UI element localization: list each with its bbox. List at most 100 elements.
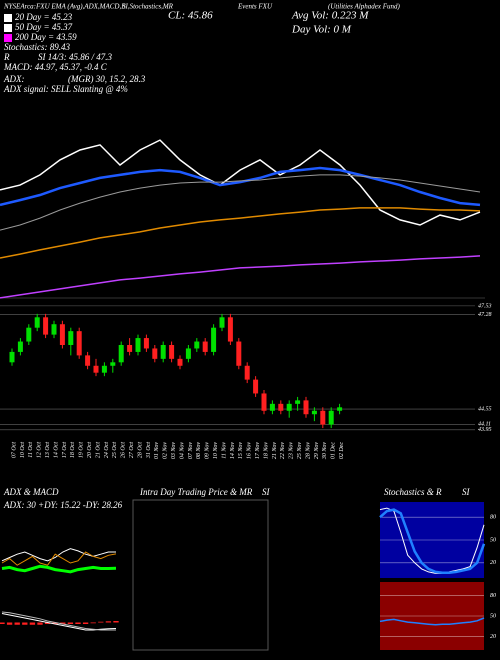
x-tick-label: 10 Oct xyxy=(20,442,26,458)
header-text: (MGR) 30, 15.2, 28.3 xyxy=(68,74,146,84)
x-tick-label: 09 Nov xyxy=(205,442,211,460)
x-tick-label: 10 Nov xyxy=(213,442,219,460)
candle-body xyxy=(118,345,124,363)
y-tick-label: 44.11 xyxy=(478,421,491,428)
histogram-bar xyxy=(0,622,5,624)
x-tick-label: 18 Nov xyxy=(263,442,269,460)
candle-body xyxy=(328,410,334,425)
intraday-panel xyxy=(132,499,269,651)
x-tick-label: 18 Oct xyxy=(70,442,76,458)
candle-body xyxy=(320,410,326,425)
candle-body xyxy=(135,338,141,352)
series-line xyxy=(379,507,485,574)
candle-body xyxy=(51,324,57,335)
x-tick-label: 15 Nov xyxy=(238,442,244,460)
series-line xyxy=(1,551,117,566)
histogram-bar xyxy=(29,622,36,625)
series-line xyxy=(1,564,117,574)
histogram-bar xyxy=(14,622,20,625)
candle-body xyxy=(311,410,317,415)
series-line xyxy=(0,174,481,231)
histogram-bar xyxy=(98,621,104,623)
header-text: SI,Stochastics,MR xyxy=(122,3,174,11)
candle-body xyxy=(177,358,183,366)
x-tick-label: 02 Dec xyxy=(339,442,345,459)
candle-body xyxy=(227,317,233,342)
header-text: Events FXU xyxy=(237,3,273,11)
candle-body xyxy=(110,362,116,366)
histogram-bar xyxy=(67,622,74,624)
header-text: R xyxy=(3,52,10,62)
candle-body xyxy=(152,348,158,359)
x-tick-label: 03 Nov xyxy=(171,442,177,460)
legend-swatch xyxy=(4,14,12,22)
x-tick-label: 14 Oct xyxy=(52,442,59,458)
histogram-bar xyxy=(60,622,66,624)
header-text: ADX signal: SELL Slanting @ 4% xyxy=(3,84,128,94)
candle-body xyxy=(236,341,242,366)
candle-body xyxy=(253,379,259,394)
candle-body xyxy=(26,327,32,342)
series-line xyxy=(0,255,481,299)
series-line xyxy=(0,166,481,207)
x-tick-label: 11 Oct xyxy=(28,442,34,458)
candle-body xyxy=(59,324,65,345)
candle-body xyxy=(269,403,275,411)
series-line xyxy=(1,548,116,562)
histogram-bar xyxy=(6,622,13,625)
x-tick-label: 31 Oct xyxy=(146,442,152,459)
legend-label: 20 Day = 45.23 xyxy=(15,12,73,22)
candle-body xyxy=(17,341,23,352)
x-tick-label: 24 Oct xyxy=(103,442,110,458)
x-tick-label: 21 Oct xyxy=(95,442,101,458)
candle-body xyxy=(143,338,149,349)
legend-swatch xyxy=(4,34,12,42)
header-text: Day Vol: 0 M xyxy=(291,24,352,36)
x-tick-label: 23 Nov xyxy=(289,442,295,460)
x-tick-label: 30 Nov xyxy=(322,442,328,461)
x-tick-label: 27 Oct xyxy=(129,442,135,458)
x-tick-label: 08 Nov xyxy=(196,442,202,460)
panel-title: ADX & MACD xyxy=(3,487,59,497)
histogram-bar xyxy=(22,622,28,625)
candle-body xyxy=(68,331,74,345)
legend-label: 200 Day = 43.59 xyxy=(15,32,77,42)
header-text: CL: 45.86 xyxy=(168,10,213,22)
candle-body xyxy=(261,393,267,411)
x-tick-label: 11 Nov xyxy=(221,442,227,459)
candle-body xyxy=(219,317,225,328)
y-tick-label: 50 xyxy=(490,613,496,619)
x-tick-label: 21 Nov xyxy=(272,442,278,460)
x-tick-label: 17 Oct xyxy=(62,442,68,458)
candle-body xyxy=(286,403,292,411)
panel-subtitle: SI xyxy=(262,487,271,497)
candle-body xyxy=(43,317,49,335)
panel-title: Stochastics & R xyxy=(384,487,442,497)
histogram-bar xyxy=(44,622,51,624)
y-tick-label: 20 xyxy=(490,560,496,566)
y-tick-label: 20 xyxy=(490,634,496,640)
header-text: Stochastics: 89.43 xyxy=(4,42,70,52)
histogram-bar xyxy=(52,622,58,624)
candle-body xyxy=(202,341,208,352)
series-line xyxy=(0,207,481,259)
series-line xyxy=(379,617,485,626)
x-tick-label: 04 Nov xyxy=(178,442,185,460)
x-tick-label: 28 Nov xyxy=(305,442,311,460)
x-tick-label: 26 Oct xyxy=(121,442,127,458)
series-line xyxy=(379,508,486,574)
x-tick-label: 25 Nov xyxy=(297,442,303,460)
candle-body xyxy=(278,403,284,411)
candle-body xyxy=(244,365,250,380)
y-tick-label: 43.95 xyxy=(478,426,492,433)
candle-body xyxy=(101,365,107,373)
histogram-bar xyxy=(82,622,89,624)
candle-body xyxy=(303,400,309,415)
header-text: ADX: xyxy=(3,74,25,84)
panel-subtitle: SI xyxy=(462,487,471,497)
candle-body xyxy=(160,345,166,359)
x-tick-label: 07 Oct xyxy=(11,442,17,458)
x-tick-label: 17 Nov xyxy=(255,442,261,460)
x-tick-label: 02 Nov xyxy=(163,442,169,460)
series-line xyxy=(1,611,116,631)
